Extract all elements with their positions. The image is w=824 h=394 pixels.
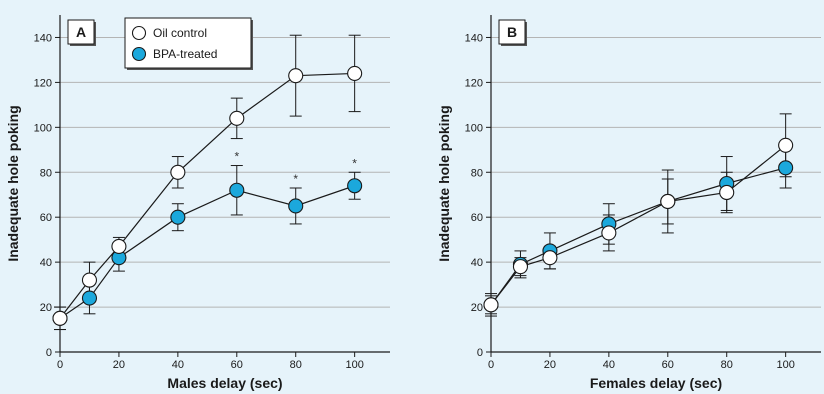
- y-tick-label: 80: [40, 167, 52, 179]
- legend-label-bpa-treated: BPA-treated: [153, 47, 217, 61]
- data-point-oil-control: [288, 68, 304, 84]
- x-tick-label: 100: [776, 359, 794, 371]
- data-point-oil-control: [542, 250, 558, 266]
- panel-label-box: [498, 19, 526, 45]
- y-tick-label: 140: [465, 32, 483, 44]
- series-line-bpa-treated: [59, 185, 355, 319]
- legend: Oil control BPA-treated: [124, 17, 253, 70]
- data-point-bpa-treated: [81, 290, 98, 306]
- x-tick-label: 40: [603, 359, 615, 371]
- y-axis-title: Inadequate hole poking: [436, 105, 452, 261]
- y-axis-title: Inadequate hole poking: [5, 105, 21, 261]
- significance-star: *: [352, 156, 357, 170]
- y-tick-label: 100: [34, 122, 52, 134]
- panel-label: B: [507, 24, 517, 40]
- data-point-oil-control: [81, 272, 98, 288]
- x-tick-label: 60: [662, 359, 674, 371]
- y-tick-label: 140: [34, 32, 52, 44]
- data-point-oil-control: [170, 164, 186, 180]
- y-tick-label: 20: [471, 302, 483, 314]
- x-tick-label: 100: [345, 359, 363, 371]
- data-point-oil-control: [719, 184, 735, 201]
- y-tick-label: 40: [40, 257, 52, 269]
- y-tick-label: 40: [471, 257, 483, 269]
- series-line-oil-control: [59, 72, 355, 319]
- panel-label-box: [67, 19, 95, 45]
- panel-label: A: [76, 24, 86, 40]
- significance-star: *: [293, 172, 298, 186]
- data-point-bpa-treated: [288, 198, 304, 214]
- x-tick-label: 80: [721, 359, 733, 371]
- x-axis-title: Females delay (sec): [590, 375, 722, 391]
- x-tick-label: 0: [488, 359, 494, 371]
- data-point-oil-control: [229, 110, 245, 126]
- y-tick-label: 0: [46, 347, 52, 359]
- y-tick-label: 100: [465, 122, 483, 134]
- data-point-oil-control: [347, 65, 363, 81]
- data-point-oil-control: [778, 137, 794, 153]
- y-tick-label: 60: [471, 212, 483, 224]
- data-point-bpa-treated: [170, 209, 186, 225]
- y-tick-label: 120: [465, 77, 483, 89]
- y-tick-label: 120: [34, 77, 52, 89]
- legend-marker-oil-control: [131, 25, 147, 41]
- data-point-bpa-treated: [229, 182, 245, 198]
- x-tick-label: 60: [231, 359, 243, 371]
- y-tick-label: 60: [40, 212, 52, 224]
- y-tick-label: 20: [40, 302, 52, 314]
- data-point-bpa-treated: [778, 160, 794, 176]
- series-line-oil-control: [490, 144, 787, 306]
- x-tick-label: 80: [290, 359, 302, 371]
- data-point-oil-control: [512, 259, 529, 275]
- x-tick-label: 40: [172, 359, 184, 371]
- legend-box: [124, 17, 252, 69]
- chart-panel-b: 0 20 40 60 80 100 120 140 0 20 40 60 80 100 Females de…: [436, 15, 821, 391]
- y-tick-label: 0: [477, 347, 483, 359]
- legend-label-oil-control: Oil control: [153, 26, 207, 40]
- x-axis-title: Males delay (sec): [167, 375, 282, 391]
- data-point-oil-control: [111, 238, 127, 254]
- series-line-bpa-treated: [490, 167, 786, 306]
- y-tick-label: 80: [471, 167, 483, 179]
- x-tick-label: 20: [544, 359, 556, 371]
- legend-marker-bpa-treated: [131, 46, 147, 62]
- data-point-bpa-treated: [347, 178, 363, 194]
- x-tick-label: 0: [57, 359, 63, 371]
- chart-panel-a: 0 20 40 60 80 100 120 140 0 20 40 60 80 100 Males dela…: [5, 15, 390, 391]
- data-point-oil-control: [483, 297, 499, 313]
- data-point-oil-control: [601, 225, 617, 241]
- significance-star: *: [234, 150, 239, 164]
- data-point-oil-control: [52, 310, 68, 326]
- data-point-oil-control: [660, 193, 676, 210]
- x-tick-label: 20: [113, 359, 125, 371]
